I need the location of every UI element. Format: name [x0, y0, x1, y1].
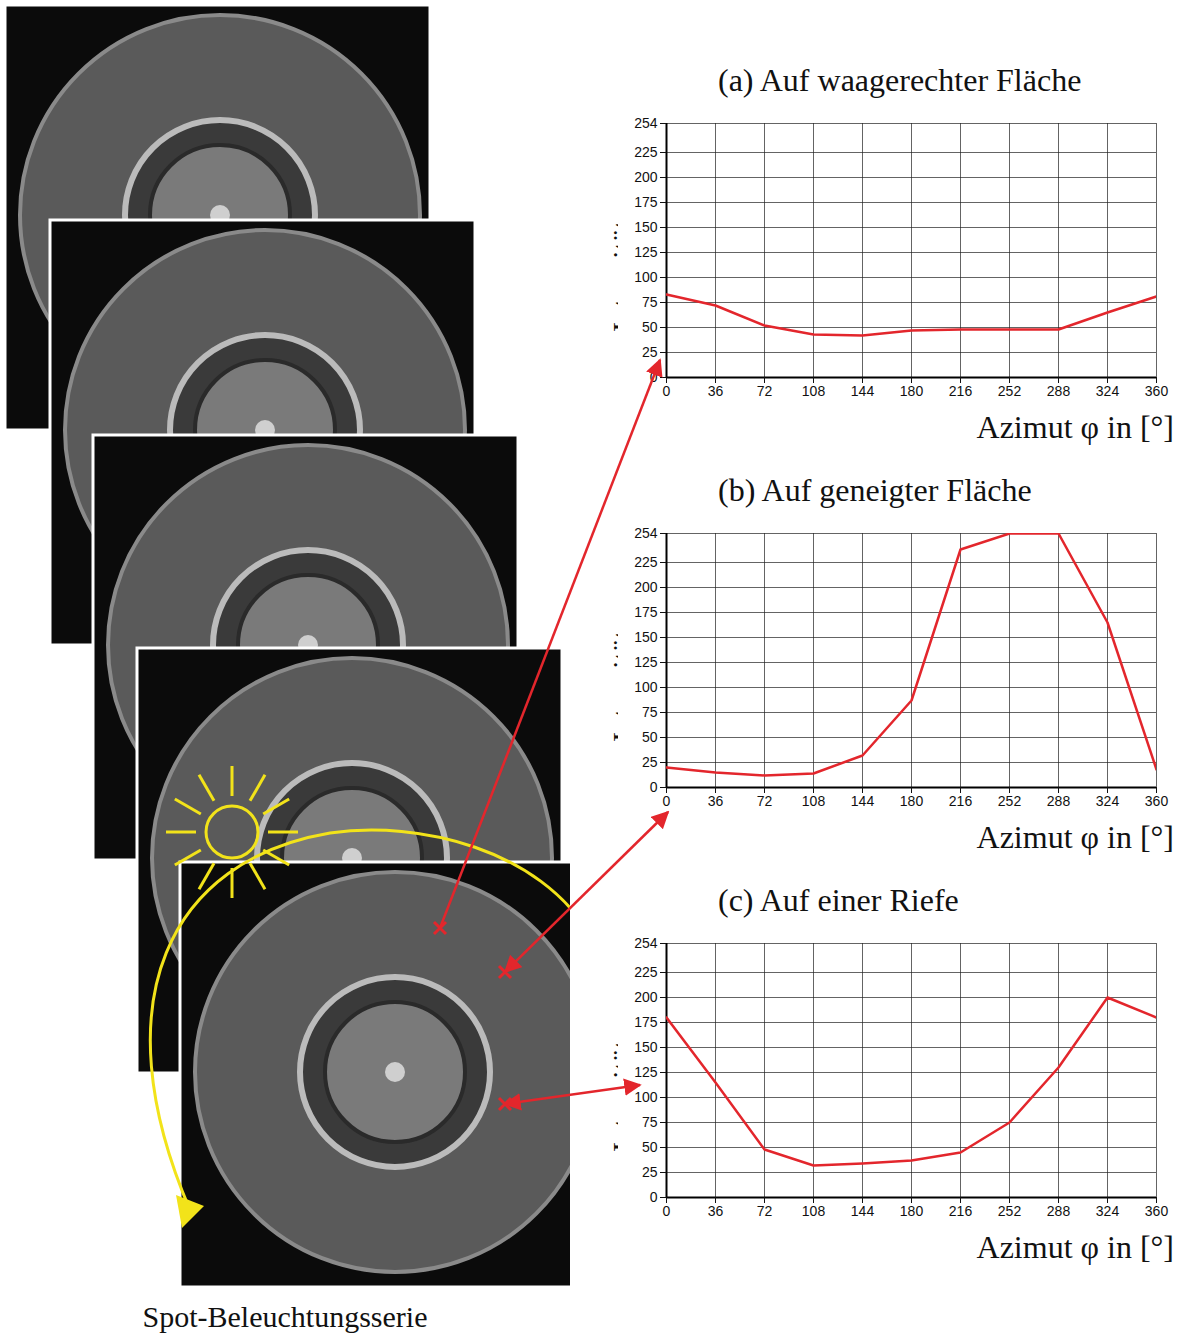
svg-text:108: 108	[802, 793, 826, 809]
svg-text:200: 200	[634, 989, 658, 1005]
svg-text:254: 254	[634, 525, 658, 541]
svg-text:0: 0	[650, 779, 658, 795]
svg-text:324: 324	[1096, 793, 1120, 809]
svg-text:288: 288	[1047, 383, 1071, 399]
html-text:Azimut φ in [°]: Azimut φ in [°]	[976, 409, 1174, 445]
svg-text:100: 100	[634, 1089, 658, 1105]
svg-text:0: 0	[650, 1189, 658, 1205]
svg-text:175: 175	[634, 604, 658, 620]
svg-text:150: 150	[634, 629, 658, 645]
svg-text:200: 200	[634, 169, 658, 185]
svg-text:72: 72	[757, 793, 773, 809]
svg-text:216: 216	[949, 793, 973, 809]
svg-text:225: 225	[634, 964, 658, 980]
svg-text:175: 175	[634, 1014, 658, 1030]
svg-text:324: 324	[1096, 383, 1120, 399]
svg-text:225: 225	[634, 144, 658, 160]
svg-text:225: 225	[634, 554, 658, 570]
svg-text:0: 0	[663, 383, 671, 399]
svg-text:360: 360	[1145, 383, 1169, 399]
svg-text:180: 180	[900, 1203, 924, 1219]
html-text:(c) Auf einer Riefe: (c) Auf einer Riefe	[718, 882, 959, 918]
svg-text:200: 200	[634, 579, 658, 595]
svg-text:50: 50	[642, 1139, 658, 1155]
svg-text:0: 0	[663, 1203, 671, 1219]
svg-text:125: 125	[634, 654, 658, 670]
svg-text:252: 252	[998, 1203, 1022, 1219]
svg-text:50: 50	[642, 729, 658, 745]
svg-text:36: 36	[708, 793, 724, 809]
svg-text:100: 100	[634, 679, 658, 695]
svg-text:175: 175	[634, 194, 658, 210]
svg-text:125: 125	[634, 244, 658, 260]
html-text:Spot-Beleuchtungsserie: Spot-Beleuchtungsserie	[142, 1300, 428, 1333]
svg-text:180: 180	[900, 793, 924, 809]
svg-text:25: 25	[642, 754, 658, 770]
svg-text:254: 254	[634, 935, 658, 951]
html-text:Intensität: Intensität	[606, 220, 639, 332]
svg-text:25: 25	[642, 1164, 658, 1180]
svg-text:324: 324	[1096, 1203, 1120, 1219]
svg-text:125: 125	[634, 1064, 658, 1080]
html-text:Azimut φ in [°]: Azimut φ in [°]	[976, 1229, 1174, 1265]
svg-text:75: 75	[642, 704, 658, 720]
svg-text:144: 144	[851, 1203, 875, 1219]
svg-text:25: 25	[642, 344, 658, 360]
html-text:(a) Auf waagerechter Fläche: (a) Auf waagerechter Fläche	[718, 62, 1082, 98]
svg-text:75: 75	[642, 1114, 658, 1130]
svg-text:360: 360	[1145, 793, 1169, 809]
svg-text:36: 36	[708, 1203, 724, 1219]
svg-text:254: 254	[634, 115, 658, 131]
svg-text:100: 100	[634, 269, 658, 285]
svg-text:216: 216	[949, 1203, 973, 1219]
svg-text:288: 288	[1047, 793, 1071, 809]
html-text:Intensität: Intensität	[606, 1040, 639, 1152]
svg-text:150: 150	[634, 219, 658, 235]
svg-text:50: 50	[642, 319, 658, 335]
svg-text:288: 288	[1047, 1203, 1071, 1219]
svg-text:0: 0	[663, 793, 671, 809]
svg-text:360: 360	[1145, 1203, 1169, 1219]
svg-text:144: 144	[851, 383, 875, 399]
svg-text:108: 108	[802, 383, 826, 399]
svg-text:75: 75	[642, 294, 658, 310]
svg-text:180: 180	[900, 383, 924, 399]
html-text:(b) Auf geneigter Fläche: (b) Auf geneigter Fläche	[718, 472, 1032, 508]
svg-text:36: 36	[708, 383, 724, 399]
svg-text:0: 0	[650, 369, 658, 385]
svg-text:144: 144	[851, 793, 875, 809]
html-text:Intensität: Intensität	[606, 630, 639, 742]
svg-text:108: 108	[802, 1203, 826, 1219]
svg-text:216: 216	[949, 383, 973, 399]
svg-text:72: 72	[757, 1203, 773, 1219]
svg-text:150: 150	[634, 1039, 658, 1055]
html-text:Azimut φ in [°]: Azimut φ in [°]	[976, 819, 1174, 855]
svg-text:72: 72	[757, 383, 773, 399]
svg-text:252: 252	[998, 793, 1022, 809]
svg-text:252: 252	[998, 383, 1022, 399]
